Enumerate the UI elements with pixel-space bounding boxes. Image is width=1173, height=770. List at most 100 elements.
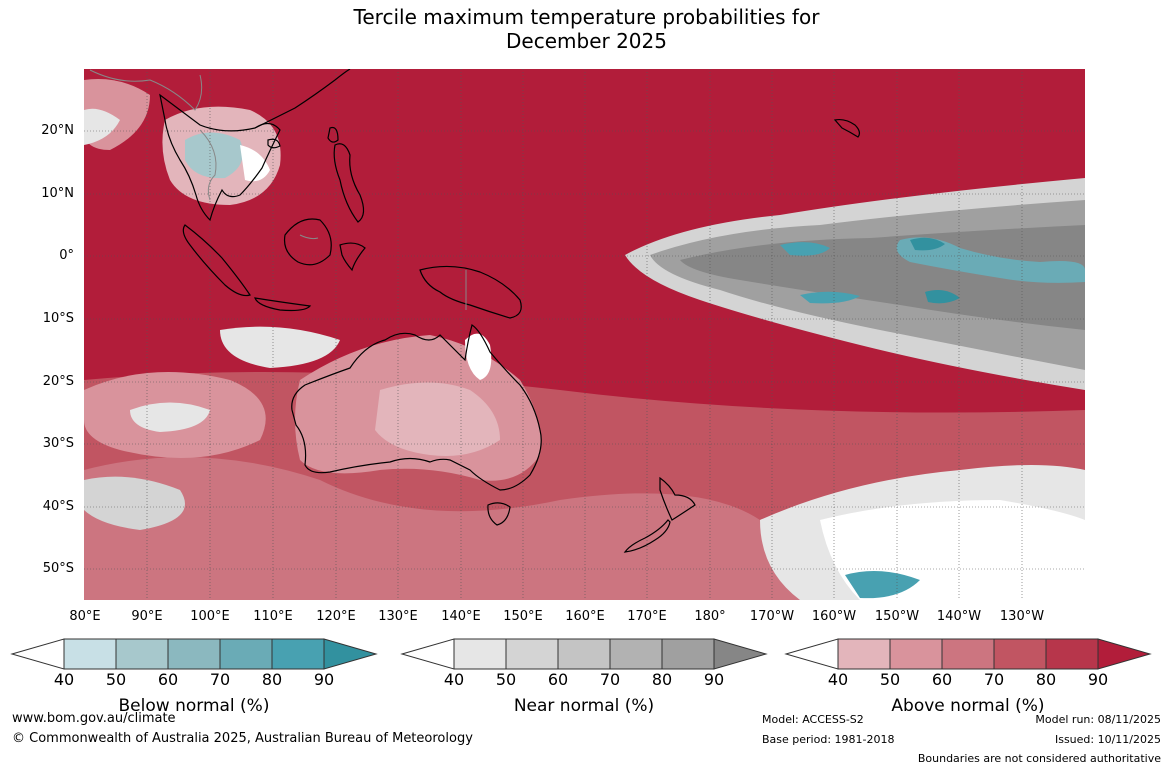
new-guinea-coast <box>419 265 522 319</box>
model-name: Model: ACCESS-S2 <box>762 713 864 726</box>
lon-label-100e: 100°E <box>190 609 230 624</box>
lon-label-130w: 130°W <box>999 609 1045 624</box>
australia-coast <box>291 324 542 491</box>
colorbar-tick: 90 <box>1087 670 1109 689</box>
lon-label-160w: 160°W <box>811 609 857 624</box>
colorbar-below-normal-title: Below normal (%) <box>118 696 270 716</box>
colorbar-tick: 50 <box>495 670 517 689</box>
northwest-corner-gray <box>84 108 120 145</box>
colorbar-tick: 40 <box>827 670 849 689</box>
colorbar-segment <box>837 638 891 670</box>
lon-label-180: 180° <box>694 609 726 624</box>
pacific-near-normal-core <box>680 225 1085 330</box>
se-asia-below-normal <box>185 132 243 179</box>
sulawesi-coast <box>339 242 366 272</box>
colorbar-tick: 90 <box>703 670 725 689</box>
colorbar-segment <box>889 638 943 670</box>
colorbar-low-extend <box>400 638 455 670</box>
lon-label-140w: 140°W <box>936 609 982 624</box>
colorbar-tick: 70 <box>983 670 1005 689</box>
colorbar-tick: 60 <box>157 670 179 689</box>
pacific-below-normal-2 <box>896 237 1085 283</box>
australia-white <box>465 333 492 380</box>
lat-label-10n: 10°N <box>41 186 74 201</box>
lon-label-170e: 170°E <box>627 609 667 624</box>
lat-label-20n: 20°N <box>41 123 74 138</box>
colorbar-tick: 80 <box>1035 670 1057 689</box>
colorbar-segment <box>167 638 221 670</box>
southwest-near-normal <box>84 476 185 530</box>
copyright-notice: © Commonwealth of Australia 2025, Austra… <box>12 731 473 746</box>
colorbar-segment <box>505 638 559 670</box>
colorbar-segment <box>557 638 611 670</box>
lat-label-equator: 0° <box>59 248 74 263</box>
colorbar-tick: 90 <box>313 670 335 689</box>
southeast-below-normal <box>845 571 920 599</box>
pacific-below-normal-1 <box>780 242 830 256</box>
colorbar-tick: 40 <box>53 670 75 689</box>
lat-label-40s: 40°S <box>42 499 74 514</box>
colorbar-tick: 50 <box>879 670 901 689</box>
colorbar-segment <box>453 638 507 670</box>
lon-label-90e: 90°E <box>131 609 163 624</box>
lon-label-170w: 170°W <box>749 609 795 624</box>
lat-label-10s: 10°S <box>42 311 74 326</box>
indian-ocean-near-normal <box>220 326 340 368</box>
colorbar-tick: 70 <box>599 670 621 689</box>
lat-label-20s: 20°S <box>42 374 74 389</box>
colorbar-segment <box>609 638 663 670</box>
chart-title-line-2: December 2025 <box>506 29 667 53</box>
colorbar-low-extend <box>10 638 65 670</box>
lon-label-120e: 120°E <box>316 609 356 624</box>
lon-label-80e: 80°E <box>69 609 101 624</box>
colorbar-low-extend <box>784 638 839 670</box>
issued-date: Issued: 10/11/2025 <box>1054 733 1161 746</box>
colorbar-tick: 80 <box>651 670 673 689</box>
colorbar-tick: 60 <box>931 670 953 689</box>
indian-ocean-white <box>130 402 210 432</box>
philippines-coast <box>333 143 365 223</box>
coastlines <box>159 69 861 553</box>
colorbar-segment <box>115 638 169 670</box>
hainan-coast <box>267 138 281 149</box>
lon-label-160e: 160°E <box>565 609 605 624</box>
country-borders <box>89 69 467 310</box>
colorbar-segment <box>271 638 325 670</box>
borneo-coast <box>283 218 332 266</box>
australia-light <box>375 382 500 456</box>
base-period: Base period: 1981-2018 <box>762 733 895 746</box>
lat-label-50s: 50°S <box>42 561 74 576</box>
lon-label-110e: 110°E <box>253 609 293 624</box>
china-coast <box>254 69 351 129</box>
sumatra-coast <box>182 224 251 297</box>
colorbar-high-extend <box>713 638 768 670</box>
tasmania-coast <box>487 502 511 526</box>
taiwan-coast <box>327 126 339 143</box>
colorbar-segment <box>941 638 995 670</box>
pacific-below-normal-5 <box>925 290 960 304</box>
colorbar-below-normal <box>10 638 378 670</box>
colorbar-segment <box>1045 638 1099 670</box>
java-coast <box>254 297 312 312</box>
bom-url: www.bom.gov.au/climate <box>12 711 176 726</box>
pacific-below-normal-4 <box>800 291 860 304</box>
colorbar-tick: 80 <box>261 670 283 689</box>
lon-label-150e: 150°E <box>503 609 543 624</box>
colorbar-near-normal <box>400 638 768 670</box>
chart-title-line-1: Tercile maximum temperature probabilitie… <box>353 5 820 29</box>
colorbar-high-extend <box>1097 638 1152 670</box>
colorbar-near-normal-title: Near normal (%) <box>513 696 655 716</box>
graticule <box>84 69 1085 600</box>
colorbar-segment <box>661 638 715 670</box>
colorbar-above-normal <box>784 638 1152 670</box>
new-zealand-south <box>623 519 671 553</box>
colorbar-segment <box>993 638 1047 670</box>
boundaries-disclaimer: Boundaries are not considered authoritat… <box>917 752 1161 765</box>
model-run-date: Model run: 08/11/2025 <box>1035 713 1161 726</box>
indochina-coast <box>159 93 281 222</box>
se-asia-white <box>240 145 270 182</box>
lon-label-150w: 150°W <box>874 609 920 624</box>
colorbar-segment <box>219 638 273 670</box>
hawaii-coast <box>833 118 861 138</box>
